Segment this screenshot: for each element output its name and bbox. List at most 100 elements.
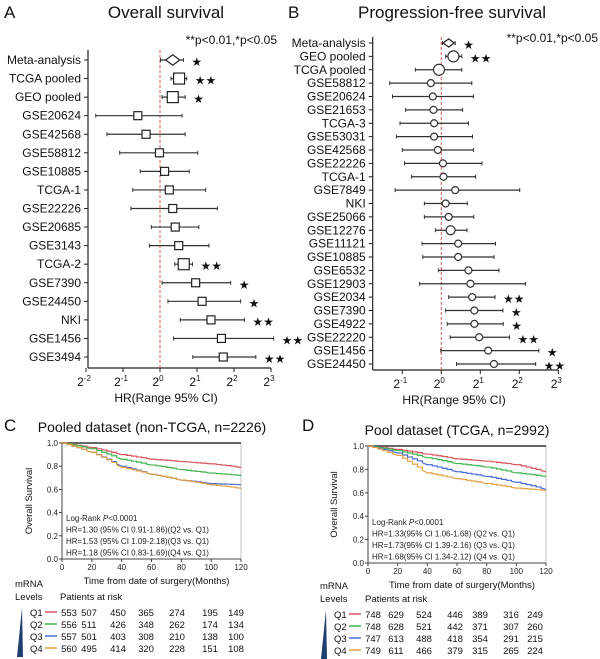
point-circle [428,92,437,101]
risk-count: 560 [61,644,77,655]
y-tick-label: 0.2 [47,532,59,541]
row-label: GSE7849 [314,183,366,197]
risk-count: 628 [388,622,404,633]
group-header: mRNA [15,579,44,590]
mrna-level-wedge-icon [321,610,327,659]
panel-letter-c: C [4,416,16,435]
x-tick-label: 60 [147,563,156,572]
panel-letter-d: D [302,416,314,435]
forest-row: TCGA-1 [37,183,207,197]
y-tick-label: 0.0 [353,559,365,568]
row-label: NKI [346,197,366,211]
forest-plot-b: 2-1 20 21 22 23 HR(Range 95% CI) Meta-analysis… [292,36,566,407]
point-square [160,166,170,176]
forest-row: GSE3143 [29,239,210,253]
point-square [191,278,201,288]
significance-stars: ★★ [252,315,274,329]
point-circle [454,252,463,262]
point-square [177,258,190,271]
row-label: GSE2034 [314,290,366,304]
risk-count: 151 [202,644,218,655]
forest-row: GSE22220 ★★ [307,330,539,346]
risk-count: 524 [416,610,432,621]
row-label: GSE42568 [307,143,366,157]
significance-stars: ★★ [503,292,525,306]
risk-count: 379 [447,646,463,657]
risk-table-header: Patients at risk [60,592,123,603]
hr-annotation: HR=1.18 (95% CI 0.83-1.69)(Q4 vs. Q1) [66,549,209,558]
risk-count: 195 [202,608,218,619]
forest-row: GSE10885 [307,250,495,264]
x-tick-label: 80 [177,563,186,572]
significance-legend-b: **p<0.01,*p<0.05 [507,31,599,45]
point-square [172,72,186,85]
row-label: GSE4922 [314,317,366,331]
forest-row: GSE42568 [22,127,186,141]
y-tick-label: 0.6 [353,489,365,498]
x-tick-label: 100 [204,563,218,572]
x-tick-label: 21 [473,376,485,391]
risk-count: 466 [416,646,432,657]
forest-row: GSE12903 [307,277,527,291]
significance-stars: ★ [239,278,250,292]
risk-count: 348 [138,620,154,631]
row-label: GSE20685 [22,220,81,234]
forest-row: GSE2034 ★★ [314,290,525,306]
risk-count: 365 [138,608,154,619]
row-label: NKI [61,313,81,327]
risk-row-label: Q4 [30,644,43,655]
forest-row: GSE1456 ★ [314,344,558,360]
forest-row: GSE53031 [307,130,473,144]
row-label: GSE11121 [309,237,366,251]
x-tick-label: 100 [510,567,524,576]
row-label: GSE22226 [22,202,81,216]
risk-count: 521 [416,622,432,633]
risk-count: 215 [527,634,543,645]
group-header: mRNA [320,581,349,592]
row-label: GSE21653 [307,103,366,117]
row-label: GSE7390 [29,276,81,290]
point-circle [470,306,479,315]
row-label: GSE12903 [307,277,366,291]
x-tick-label: 23 [551,376,563,391]
significance-stars: ★ [193,92,204,106]
mrna-level-wedge-icon [17,608,23,657]
forest-row: GSE11121 [309,237,496,251]
risk-count: 442 [447,622,463,633]
point-square [133,111,143,121]
risk-count: 274 [169,608,185,619]
forest-row: GSE20685 [22,220,200,234]
row-label: TCGA pooled [9,72,81,86]
risk-count: 501 [81,632,97,643]
risk-table-header: Patients at risk [365,594,428,605]
risk-count: 291 [503,634,519,645]
forest-row: TCGA pooled ★★ [9,72,216,88]
risk-count: 262 [169,620,185,631]
significance-stars: ★ [191,55,202,69]
forest-row: GEO pooled ★ [15,90,204,106]
point-square [206,315,216,325]
forest-row: GSE58812 [307,76,473,90]
x-tick-label: 40 [117,563,126,572]
y-tick-label: 0.8 [353,465,365,474]
point-circle [475,333,484,342]
forest-row: TCGA-1 [322,170,477,184]
forest-row: GSE58812 [22,146,199,160]
forest-row: GSE6532 [314,263,500,277]
row-label: GSE3494 [29,350,81,364]
x-tick-label: 40 [423,567,432,576]
risk-count: 748 [365,610,381,621]
forest-row: GSE1456 ★★ [29,331,303,347]
forest-row: GSE7390 ★ [314,304,522,320]
survival-curve-q1 [62,442,242,468]
significance-stars: ★★ [282,333,304,347]
x-tick-label: 80 [482,567,491,576]
hr-annotation: HR=1.30 (95% CI 0.91-1.86)(Q2 vs. Q1) [66,526,209,535]
row-label: GSE6532 [314,263,366,277]
risk-count: 371 [472,622,488,633]
forest-row: GSE24450 ★★ [307,357,565,373]
x-tick-label: 60 [453,567,462,576]
risk-count: 316 [503,610,519,621]
risk-row-label: Q2 [30,620,43,631]
